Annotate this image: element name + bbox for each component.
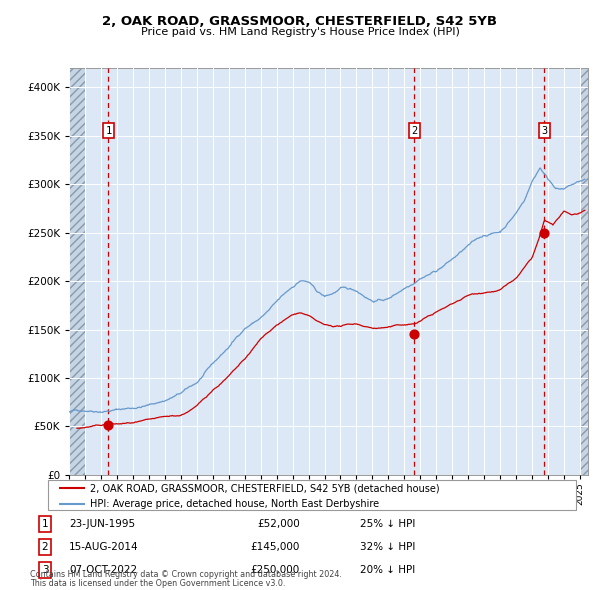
- Text: 2: 2: [41, 542, 49, 552]
- Bar: [580, 68, 588, 475]
- Text: HPI: Average price, detached house, North East Derbyshire: HPI: Average price, detached house, Nort…: [90, 499, 379, 509]
- Bar: [69, 68, 85, 475]
- Text: 32% ↓ HPI: 32% ↓ HPI: [360, 542, 415, 552]
- Text: 1: 1: [106, 126, 112, 136]
- Bar: [69, 68, 85, 475]
- Text: 3: 3: [41, 565, 49, 575]
- Text: 07-OCT-2022: 07-OCT-2022: [69, 565, 137, 575]
- Text: This data is licensed under the Open Government Licence v3.0.: This data is licensed under the Open Gov…: [30, 579, 286, 588]
- Text: £52,000: £52,000: [257, 519, 300, 529]
- Text: 15-AUG-2014: 15-AUG-2014: [69, 542, 139, 552]
- Bar: [580, 68, 588, 475]
- Text: 23-JUN-1995: 23-JUN-1995: [69, 519, 135, 529]
- Point: [539, 228, 549, 237]
- Text: £250,000: £250,000: [251, 565, 300, 575]
- Text: 25% ↓ HPI: 25% ↓ HPI: [360, 519, 415, 529]
- Text: 2, OAK ROAD, GRASSMOOR, CHESTERFIELD, S42 5YB (detached house): 2, OAK ROAD, GRASSMOOR, CHESTERFIELD, S4…: [90, 483, 440, 493]
- Text: 3: 3: [541, 126, 548, 136]
- Text: 20% ↓ HPI: 20% ↓ HPI: [360, 565, 415, 575]
- Text: 2, OAK ROAD, GRASSMOOR, CHESTERFIELD, S42 5YB: 2, OAK ROAD, GRASSMOOR, CHESTERFIELD, S4…: [103, 15, 497, 28]
- Point: [409, 330, 419, 339]
- FancyBboxPatch shape: [48, 480, 576, 510]
- Text: 2: 2: [411, 126, 418, 136]
- Point: [104, 420, 113, 430]
- Text: 1: 1: [41, 519, 49, 529]
- Text: Price paid vs. HM Land Registry's House Price Index (HPI): Price paid vs. HM Land Registry's House …: [140, 27, 460, 37]
- Text: Contains HM Land Registry data © Crown copyright and database right 2024.: Contains HM Land Registry data © Crown c…: [30, 571, 342, 579]
- Text: £145,000: £145,000: [251, 542, 300, 552]
